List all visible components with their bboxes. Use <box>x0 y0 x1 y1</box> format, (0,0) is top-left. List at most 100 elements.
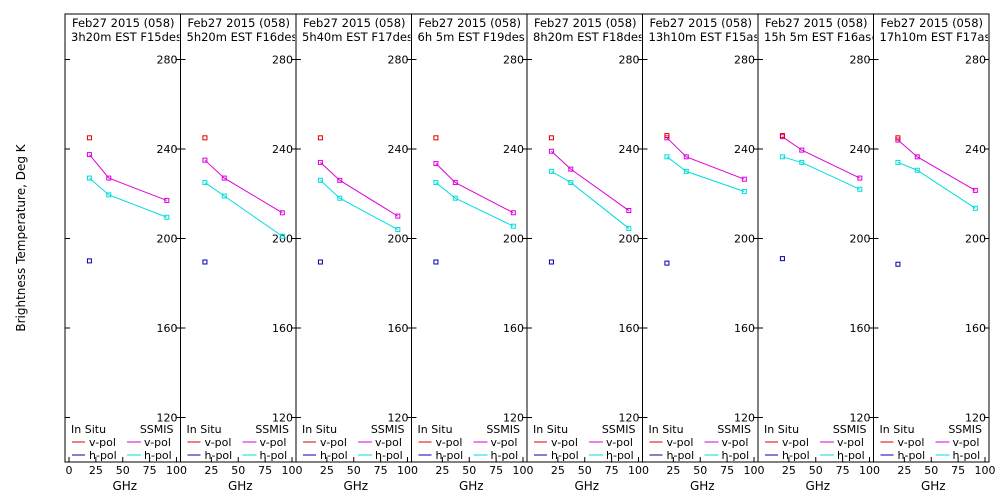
ssmis_v-point <box>857 175 863 181</box>
x-tick-label: 100 <box>282 464 303 477</box>
panel-2: Feb27 2015 (058)5h20m EST F16des 120 160 20… <box>180 13 303 493</box>
legend-insitu-title: In Situ <box>764 423 799 436</box>
y-tick-label: 120 <box>619 412 640 425</box>
insitu_h-point <box>779 256 785 262</box>
x-tick-label: 100 <box>975 464 996 477</box>
legend-ssmis-label: h-pol <box>722 449 750 462</box>
y-tick-label: 120 <box>157 412 178 425</box>
x-tick-label: 100 <box>744 464 765 477</box>
panel-6: Feb27 2015 (058)13h10m EST F15asc 120 160 2… <box>642 13 765 493</box>
x-tick-label: 25 <box>204 464 218 477</box>
panel-5: Feb27 2015 (058)8h20m EST F18des 120 160 20… <box>526 13 649 493</box>
x-tick-label: 75 <box>836 464 850 477</box>
insitu_v-point <box>664 133 670 139</box>
legend-ssmis-label: v-pol <box>375 436 402 449</box>
x-tick-label: 50 <box>924 464 938 477</box>
ssmis_h-line <box>551 170 630 229</box>
y-tick-label: 160 <box>734 322 755 335</box>
x-tick-label: 75 <box>374 464 388 477</box>
y-tick-label: 120 <box>272 412 293 425</box>
ssmis_v-point <box>221 175 227 181</box>
x-axis-label: GHz <box>343 479 368 493</box>
insitu_h-point <box>317 259 323 265</box>
x-tick-label: 50 <box>231 464 245 477</box>
ssmis_v-point <box>433 161 439 167</box>
ssmis_v-point <box>568 166 574 172</box>
panel-title-date: Feb27 2015 (058) <box>534 16 637 30</box>
legend-insitu-label: v-pol <box>320 436 347 449</box>
x-axis-label: GHz <box>805 479 830 493</box>
legend-ssmis-label: h-pol <box>837 449 865 462</box>
legend-ssmis-label: v-pol <box>722 436 749 449</box>
legend-insitu-label: v-pol <box>436 436 463 449</box>
ssmis_h-point <box>510 223 516 229</box>
legend-ssmis-label: v-pol <box>837 436 864 449</box>
legend-ssmis-label: h-pol <box>260 449 288 462</box>
ssmis_h-point <box>395 227 401 233</box>
ssmis_v-line <box>89 154 168 201</box>
legend-insitu-title: In Situ <box>71 423 106 436</box>
ssmis_v-point <box>741 176 747 182</box>
ssmis_h-point <box>914 167 920 173</box>
ssmis_v-point <box>799 147 805 153</box>
ssmis_h-point <box>452 195 458 201</box>
ssmis_v-point <box>683 154 689 160</box>
legend-insitu-label: v-pol <box>782 436 809 449</box>
y-tick-label: 280 <box>503 54 524 67</box>
x-axis-label: GHz <box>574 479 599 493</box>
y-tick-label: 280 <box>734 54 755 67</box>
legend-ssmis-title: SSMIS <box>140 423 174 436</box>
panel-title-time: 5h40m EST F17des <box>302 30 413 44</box>
legend-ssmis-title: SSMIS <box>948 423 982 436</box>
x-tick-label: 100 <box>166 464 187 477</box>
y-tick-label: 160 <box>272 322 293 335</box>
ssmis_v-point <box>164 197 170 203</box>
legend-insitu-label: h-pol <box>898 449 926 462</box>
ssmis_h-point <box>279 233 285 239</box>
x-axis-label: GHz <box>112 479 137 493</box>
y-tick-label: 240 <box>850 143 871 156</box>
y-tick-label: 200 <box>272 233 293 246</box>
y-tick-label: 240 <box>272 143 293 156</box>
ssmis_v-point <box>626 208 632 214</box>
x-tick-label: 75 <box>951 464 965 477</box>
legend-ssmis-title: SSMIS <box>255 423 289 436</box>
x-axis-label: GHz <box>921 479 946 493</box>
ssmis_h-point <box>779 154 785 160</box>
legend-ssmis-title: SSMIS <box>602 423 636 436</box>
ssmis_v-line <box>551 150 630 211</box>
y-tick-label: 120 <box>388 412 409 425</box>
legend-ssmis-label: v-pol <box>953 436 980 449</box>
x-tick-label: 100 <box>859 464 880 477</box>
y-tick-label: 240 <box>388 143 409 156</box>
x-tick-label: 25 <box>551 464 565 477</box>
ssmis_v-point <box>86 152 92 158</box>
x-tick-label: 100 <box>397 464 418 477</box>
legend-insitu-label: v-pol <box>551 436 578 449</box>
panel-title-time: 17h10m EST F17asc <box>880 30 997 44</box>
x-tick-label: 50 <box>462 464 476 477</box>
legend-ssmis-label: v-pol <box>260 436 287 449</box>
legend-ssmis-label: h-pol <box>606 449 634 462</box>
y-tick-label: 200 <box>965 233 986 246</box>
panel-7: Feb27 2015 (058)15h 5m EST F16asc 120 160 2… <box>757 13 880 493</box>
y-tick-label: 280 <box>272 54 293 67</box>
y-tick-label: 200 <box>850 233 871 246</box>
panel-1: Feb27 2015 (058)3h20m EST F15des 120 160 20… <box>64 13 187 493</box>
ssmis_h-point <box>86 175 92 181</box>
ssmis_v-point <box>395 213 401 219</box>
ssmis_h-point <box>568 180 574 186</box>
ssmis_h-point <box>433 180 439 186</box>
ssmis_v-point <box>106 175 112 181</box>
x-tick-label: 50 <box>809 464 823 477</box>
x-axis-label: GHz <box>459 479 484 493</box>
ssmis_h-line <box>89 177 168 218</box>
legend-insitu-label: h-pol <box>89 449 117 462</box>
x-tick-label: 75 <box>489 464 503 477</box>
insitu_h-point <box>664 260 670 266</box>
x-tick-label: 50 <box>578 464 592 477</box>
ssmis_h-line <box>782 156 861 190</box>
x-tick-label: 25 <box>89 464 103 477</box>
ssmis_h-line <box>666 156 745 192</box>
legend-ssmis-title: SSMIS <box>486 423 520 436</box>
